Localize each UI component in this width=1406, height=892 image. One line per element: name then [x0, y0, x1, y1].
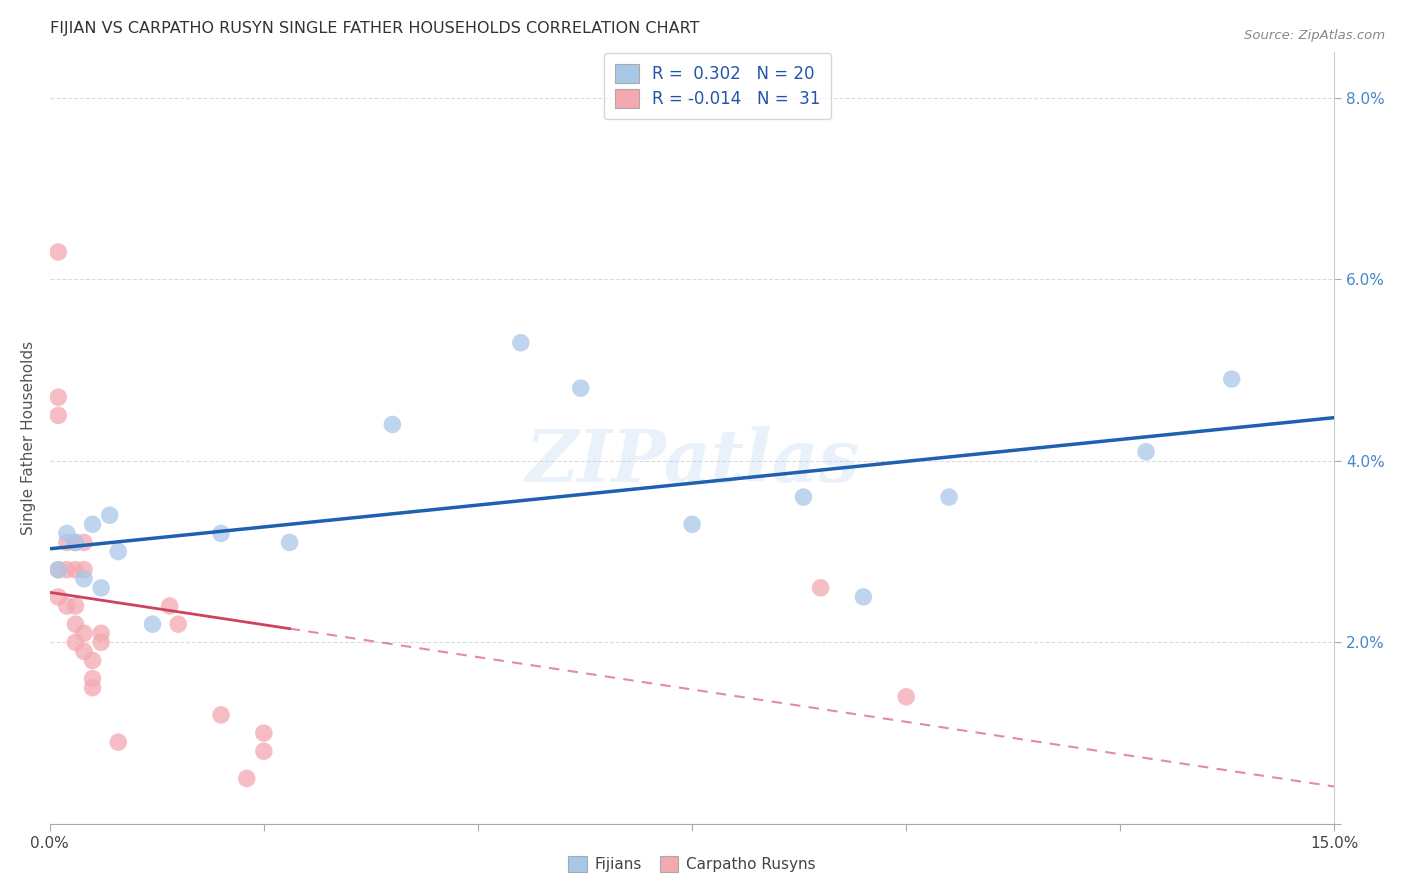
- Point: [253, 744, 276, 758]
- Point: [98, 508, 121, 523]
- Point: [90, 635, 112, 649]
- Point: [896, 690, 918, 704]
- Point: [46, 390, 69, 404]
- Point: [209, 707, 232, 722]
- Point: [381, 417, 404, 432]
- Point: [82, 653, 104, 667]
- Point: [90, 626, 112, 640]
- Point: [65, 635, 87, 649]
- Point: [107, 544, 129, 558]
- Point: [65, 563, 87, 577]
- Point: [509, 335, 531, 350]
- Point: [65, 535, 87, 549]
- Text: Source: ZipAtlas.com: Source: ZipAtlas.com: [1244, 29, 1385, 42]
- Point: [852, 590, 875, 604]
- Point: [82, 517, 104, 532]
- Point: [681, 517, 703, 532]
- Point: [73, 572, 96, 586]
- Point: [56, 599, 79, 613]
- Point: [253, 726, 276, 740]
- Point: [73, 535, 96, 549]
- Point: [792, 490, 814, 504]
- Point: [73, 626, 96, 640]
- Point: [82, 672, 104, 686]
- Point: [107, 735, 129, 749]
- Text: ZIPatlas: ZIPatlas: [524, 425, 859, 497]
- Point: [46, 563, 69, 577]
- Y-axis label: Single Father Households: Single Father Households: [21, 341, 35, 535]
- Legend: Fijians, Carpatho Rusyns: Fijians, Carpatho Rusyns: [562, 850, 823, 878]
- Point: [65, 617, 87, 632]
- Point: [65, 535, 87, 549]
- Point: [56, 563, 79, 577]
- Point: [569, 381, 592, 395]
- Point: [73, 644, 96, 658]
- Point: [938, 490, 960, 504]
- Point: [46, 409, 69, 423]
- Point: [141, 617, 163, 632]
- Point: [1220, 372, 1243, 386]
- Point: [167, 617, 190, 632]
- Point: [810, 581, 832, 595]
- Point: [278, 535, 301, 549]
- Point: [46, 244, 69, 259]
- Point: [46, 563, 69, 577]
- Point: [56, 535, 79, 549]
- Point: [159, 599, 181, 613]
- Text: FIJIAN VS CARPATHO RUSYN SINGLE FATHER HOUSEHOLDS CORRELATION CHART: FIJIAN VS CARPATHO RUSYN SINGLE FATHER H…: [49, 21, 699, 36]
- Point: [65, 599, 87, 613]
- Point: [209, 526, 232, 541]
- Point: [90, 581, 112, 595]
- Point: [56, 526, 79, 541]
- Point: [1135, 444, 1157, 458]
- Point: [235, 772, 257, 786]
- Point: [46, 590, 69, 604]
- Point: [73, 563, 96, 577]
- Point: [82, 681, 104, 695]
